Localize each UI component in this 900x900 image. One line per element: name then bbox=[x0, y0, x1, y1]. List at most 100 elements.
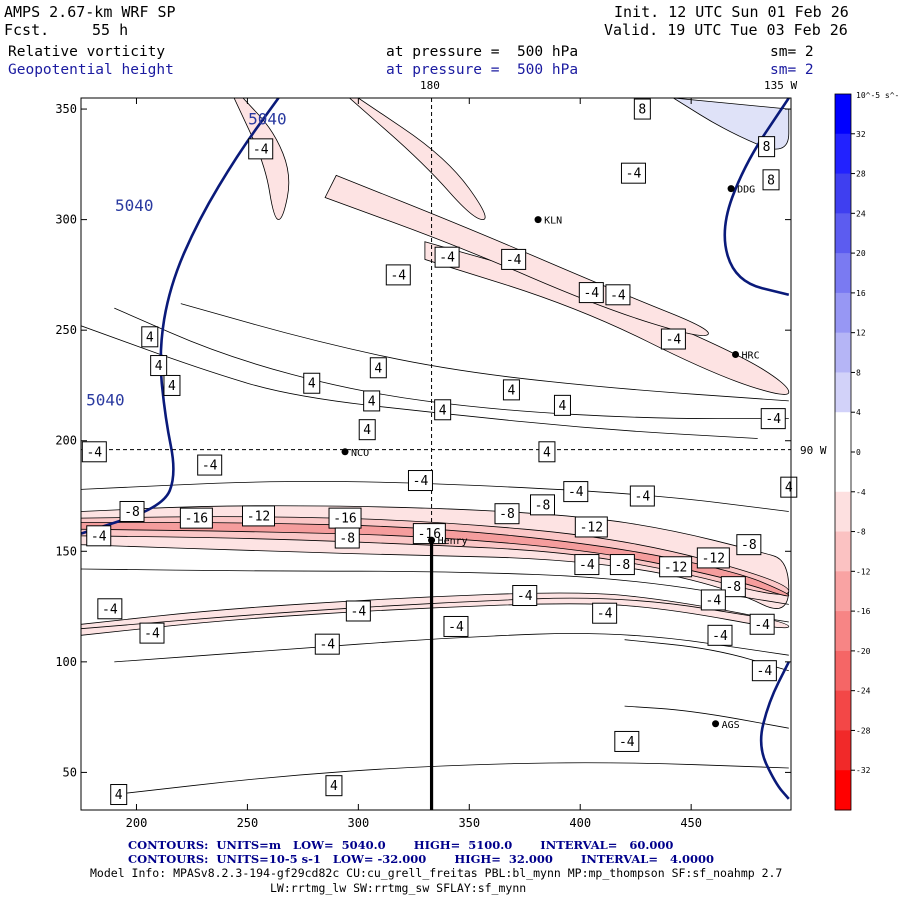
station-marker bbox=[428, 536, 436, 544]
contour-label-box bbox=[563, 481, 589, 503]
x-tick-label: 200 bbox=[126, 816, 148, 830]
contour-label: -12 bbox=[696, 547, 730, 569]
height-contour-line bbox=[81, 98, 280, 535]
x-tick-label: 400 bbox=[569, 816, 591, 830]
contour-label: -4 bbox=[614, 730, 640, 752]
contour-label-text: -4 bbox=[757, 664, 773, 679]
colorbar-tick-label: 16 bbox=[856, 289, 866, 298]
contour-label-box bbox=[574, 516, 608, 538]
contour-label-box bbox=[163, 374, 181, 396]
contour-label-text: 4 bbox=[543, 445, 551, 460]
colorbar-tick-label: 32 bbox=[856, 130, 866, 139]
contour-label: -8 bbox=[530, 494, 555, 516]
vorticity-contour-line bbox=[81, 480, 789, 512]
contour-label-box bbox=[574, 554, 600, 576]
x-tick-label: 250 bbox=[237, 816, 259, 830]
contour-label: 4 bbox=[150, 355, 168, 377]
contour-label-box bbox=[700, 589, 726, 611]
contour-label: -4 bbox=[707, 624, 733, 646]
contour-label-box bbox=[751, 660, 777, 682]
contour-label-box bbox=[720, 576, 746, 598]
contour-label-text: -8 bbox=[741, 538, 757, 553]
contour-label-text: -4 bbox=[319, 638, 335, 653]
contour-label-box bbox=[110, 784, 128, 806]
colorbar-swatch bbox=[835, 173, 851, 214]
contour-label-box bbox=[592, 602, 618, 624]
colorbar-tick-label: 28 bbox=[856, 170, 866, 179]
init-time: Init. 12 UTC Sun 01 Feb 26 bbox=[614, 3, 849, 21]
colorbar-tick-label: -8 bbox=[856, 528, 866, 537]
contour-label-text: -8 bbox=[725, 580, 741, 595]
contour-label-text: -8 bbox=[124, 505, 140, 520]
contour-label-box bbox=[434, 246, 460, 268]
contour-label: -16 bbox=[412, 523, 446, 545]
contour-label-text: -16 bbox=[418, 527, 441, 542]
contour-label-text: -4 bbox=[390, 268, 406, 283]
vorticity-fill-region bbox=[348, 98, 486, 221]
forecast-label: Fcst. bbox=[4, 21, 50, 39]
station-marker bbox=[732, 350, 740, 358]
contour-label-text: -4 bbox=[583, 286, 599, 301]
station-marker bbox=[534, 216, 542, 224]
contour-label-box bbox=[614, 730, 640, 752]
contour-label-box bbox=[696, 547, 730, 569]
colorbar-tick-label: 20 bbox=[856, 249, 866, 258]
contour-label-text: 4 bbox=[168, 379, 176, 394]
contour-label-box bbox=[197, 454, 223, 476]
colorbar-swatch bbox=[835, 332, 851, 373]
contour-label-box bbox=[345, 600, 371, 622]
height-contour-line bbox=[759, 661, 790, 800]
contour-label-box bbox=[758, 136, 776, 158]
contour-label: -4 bbox=[81, 441, 107, 463]
contour-label-box bbox=[494, 503, 520, 525]
contour-label-text: -4 bbox=[517, 589, 533, 604]
contour-label: -4 bbox=[407, 470, 433, 492]
colorbar-swatch bbox=[835, 531, 851, 572]
contour-label-text: 8 bbox=[763, 140, 771, 155]
station-label: KLN bbox=[544, 216, 562, 227]
y-tick-label: 50 bbox=[63, 765, 77, 779]
contour-label: -16 bbox=[179, 507, 213, 529]
contour-label-text: 4 bbox=[155, 359, 163, 374]
height-contour-label: 5040 bbox=[86, 390, 125, 409]
y-tick-label: 100 bbox=[55, 655, 77, 669]
contour-label-text: -8 bbox=[499, 507, 515, 522]
contour-label: -4 bbox=[197, 454, 223, 476]
contour-label-text: -4 bbox=[102, 602, 118, 617]
colorbar-swatch bbox=[835, 690, 851, 731]
contour-label-box bbox=[248, 138, 274, 160]
model-info-line2: LW:rrtmg_lw SW:rrtmg_sw SFLAY:sf_mynn bbox=[270, 881, 527, 895]
contour-label-text: -4 bbox=[597, 607, 613, 622]
contour-label: -4 bbox=[563, 481, 589, 503]
contour-label-text: -4 bbox=[619, 735, 635, 750]
colorbar-swatch bbox=[835, 452, 851, 493]
contour-label-box bbox=[242, 505, 275, 527]
contour-label: -8 bbox=[736, 534, 762, 556]
contour-label: -8 bbox=[494, 503, 520, 525]
contour-label-text: 4 bbox=[330, 779, 338, 794]
vorticity-contour-line bbox=[624, 639, 789, 672]
height-contour-line bbox=[723, 98, 790, 297]
contour-label: 4 bbox=[434, 399, 452, 421]
colorbar-tick-label: -16 bbox=[856, 607, 871, 616]
contour-label-text: -4 bbox=[635, 490, 651, 505]
y-tick-label: 350 bbox=[55, 102, 77, 116]
contour-label-text: 4 bbox=[559, 399, 567, 414]
y-tick-label: 150 bbox=[55, 544, 77, 558]
contour-label-text: -4 bbox=[86, 445, 102, 460]
contour-label-text: -12 bbox=[664, 560, 687, 575]
contour-label-box bbox=[620, 162, 646, 184]
contour-label-text: 8 bbox=[767, 173, 775, 188]
contour-label-text: -4 bbox=[610, 288, 626, 303]
contour-label: 4 bbox=[553, 394, 571, 416]
vorticity-contour-line bbox=[180, 303, 789, 402]
colorbar-swatch bbox=[835, 571, 851, 612]
contour-label-text: -12 bbox=[247, 509, 270, 524]
station-label: DDG bbox=[737, 185, 755, 196]
vorticity-contour-line bbox=[114, 633, 789, 663]
contour-label-text: -12 bbox=[580, 520, 603, 535]
colorbar-tick-label: -20 bbox=[856, 647, 871, 656]
colorbar-tick-label: 8 bbox=[856, 368, 861, 377]
contour-label: -4 bbox=[97, 598, 123, 620]
